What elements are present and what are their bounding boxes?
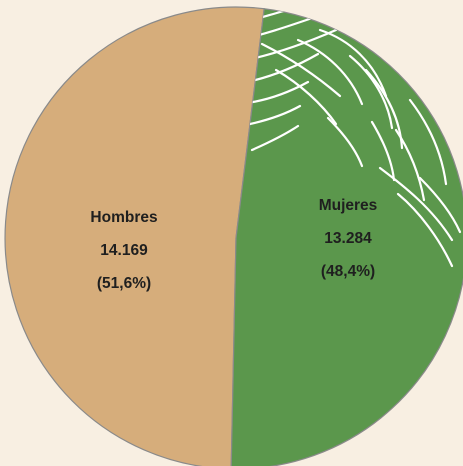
slice-percent-mujeres: (48,4%) — [321, 263, 375, 280]
pie-slice-hombres — [4, 6, 265, 466]
slice-value-hombres: 14.169 — [100, 242, 148, 259]
slice-value-mujeres: 13.284 — [324, 230, 372, 247]
slice-label-hombres: Hombres — [90, 209, 157, 226]
slice-percent-hombres: (51,6%) — [97, 275, 151, 292]
slice-label-mujeres: Mujeres — [319, 197, 378, 214]
pie-slice-mujeres — [230, 8, 463, 466]
